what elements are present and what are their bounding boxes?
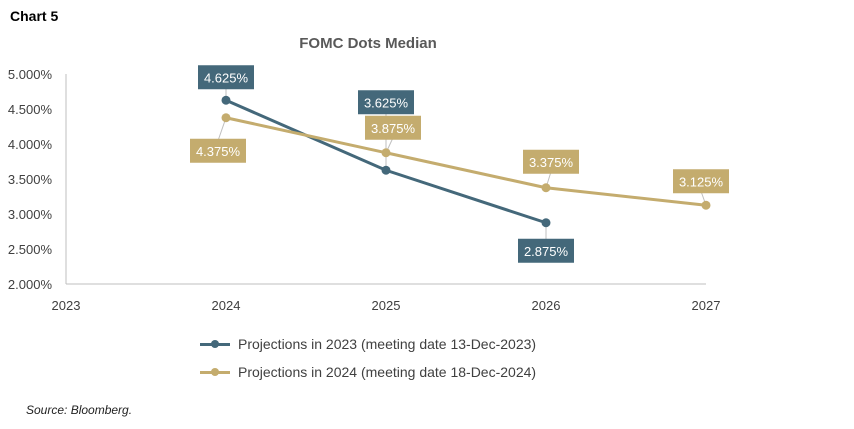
x-tick-label: 2025 — [372, 298, 401, 313]
data-label: 3.875% — [371, 121, 416, 136]
x-tick-label: 2027 — [692, 298, 721, 313]
legend-swatch-2024 — [200, 366, 230, 378]
data-label: 3.625% — [364, 95, 409, 110]
y-tick-label: 3.500% — [8, 172, 53, 187]
data-label-box — [673, 169, 729, 194]
legend-label-2024: Projections in 2024 (meeting date 18-Dec… — [238, 364, 537, 380]
legend: Projections in 2023 (meeting date 13-Dec… — [200, 330, 536, 386]
y-tick-label: 2.000% — [8, 277, 53, 292]
y-tick-label: 5.000% — [8, 67, 53, 82]
data-label-box — [523, 149, 579, 174]
data-label: 4.625% — [204, 70, 249, 85]
y-tick-label: 4.500% — [8, 102, 53, 117]
data-label-box — [358, 90, 414, 115]
data-label-box — [518, 238, 574, 263]
x-tick-label: 2026 — [532, 298, 561, 313]
x-tick-label: 2024 — [212, 298, 241, 313]
x-tick-label: 2023 — [52, 298, 81, 313]
chart-number-label: Chart 5 — [10, 8, 59, 24]
series-line-1 — [224, 116, 708, 207]
chart-title: FOMC Dots Median — [299, 35, 437, 52]
y-tick-label: 4.000% — [8, 137, 53, 152]
data-label: 4.375% — [196, 144, 241, 159]
legend-item-2023: Projections in 2023 (meeting date 13-Dec… — [200, 330, 536, 358]
data-point — [541, 218, 551, 228]
legend-label-2023: Projections in 2023 (meeting date 13-Dec… — [238, 336, 537, 352]
legend-swatch-2023 — [200, 338, 230, 350]
data-label-box — [365, 115, 421, 140]
data-point — [221, 113, 231, 123]
data-label-box — [190, 138, 246, 163]
y-tick-label: 3.000% — [8, 207, 53, 222]
data-point — [541, 183, 551, 193]
y-tick-label: 2.500% — [8, 242, 53, 257]
data-label-box — [198, 65, 254, 90]
source-note: Source: Bloomberg. — [26, 403, 133, 417]
data-point — [701, 200, 711, 210]
data-point — [381, 165, 391, 175]
data-label: 3.375% — [529, 155, 574, 170]
data-label: 2.875% — [524, 244, 569, 259]
data-point — [221, 95, 231, 105]
legend-item-2024: Projections in 2024 (meeting date 18-Dec… — [200, 358, 536, 386]
data-label: 3.125% — [679, 174, 724, 189]
data-point — [381, 148, 391, 158]
